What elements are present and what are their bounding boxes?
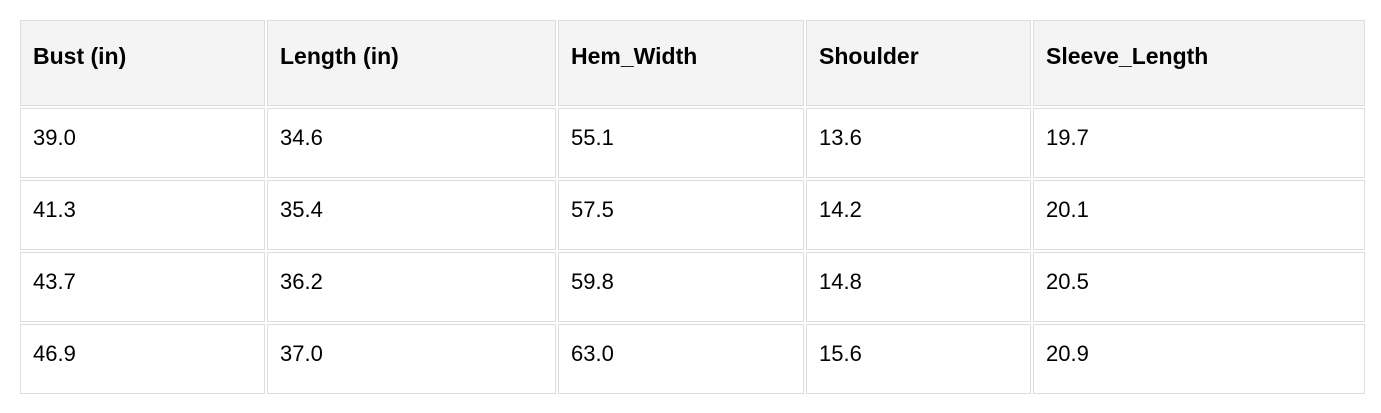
cell: 36.2 <box>267 252 556 322</box>
cell: 55.1 <box>558 108 804 178</box>
table-row: 43.7 36.2 59.8 14.8 20.5 <box>20 252 1365 322</box>
cell: 20.1 <box>1033 180 1365 250</box>
measurements-table: Bust (in) Length (in) Hem_Width Shoulder… <box>18 18 1367 396</box>
header-length: Length (in) <box>267 20 556 106</box>
header-shoulder: Shoulder <box>806 20 1031 106</box>
cell: 35.4 <box>267 180 556 250</box>
cell: 57.5 <box>558 180 804 250</box>
table-row: 41.3 35.4 57.5 14.2 20.1 <box>20 180 1365 250</box>
cell: 13.6 <box>806 108 1031 178</box>
cell: 43.7 <box>20 252 265 322</box>
cell: 14.2 <box>806 180 1031 250</box>
cell: 41.3 <box>20 180 265 250</box>
cell: 20.5 <box>1033 252 1365 322</box>
cell: 19.7 <box>1033 108 1365 178</box>
header-hem-width: Hem_Width <box>558 20 804 106</box>
header-sleeve-length: Sleeve_Length <box>1033 20 1365 106</box>
cell: 59.8 <box>558 252 804 322</box>
cell: 37.0 <box>267 324 556 394</box>
cell: 63.0 <box>558 324 804 394</box>
cell: 39.0 <box>20 108 265 178</box>
cell: 15.6 <box>806 324 1031 394</box>
table-row: 46.9 37.0 63.0 15.6 20.9 <box>20 324 1365 394</box>
cell: 14.8 <box>806 252 1031 322</box>
cell: 46.9 <box>20 324 265 394</box>
header-row: Bust (in) Length (in) Hem_Width Shoulder… <box>20 20 1365 106</box>
cell: 20.9 <box>1033 324 1365 394</box>
header-bust: Bust (in) <box>20 20 265 106</box>
cell: 34.6 <box>267 108 556 178</box>
table-row: 39.0 34.6 55.1 13.6 19.7 <box>20 108 1365 178</box>
